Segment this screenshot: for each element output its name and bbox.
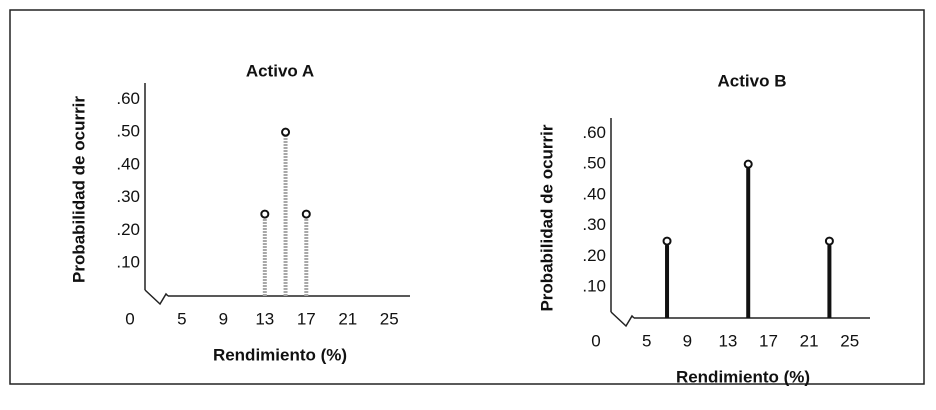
y-axis-label: Probabilidad de ocurrir: [69, 96, 88, 283]
y-tick-label: .60: [116, 89, 140, 108]
x-tick-label: 5: [642, 331, 651, 350]
panel-border: [9, 9, 925, 385]
y-tick-label: .10: [116, 253, 140, 272]
y-tick-label: .10: [582, 277, 606, 296]
x-tick-label: 13: [255, 309, 274, 328]
y-tick-label: .60: [582, 123, 606, 142]
axis-break: [144, 289, 169, 306]
y-tick-label: .20: [582, 246, 606, 265]
chart-title: Activo A: [246, 61, 314, 80]
x-tick-label: 25: [380, 309, 399, 328]
stem-marker: [281, 127, 291, 137]
stem-marker: [824, 236, 834, 246]
x-tick-label: 9: [683, 331, 692, 350]
stem-marker: [662, 236, 672, 246]
y-tick-label: .30: [116, 187, 140, 206]
x-tick-label: 5: [177, 309, 186, 328]
y-tick-label: .40: [116, 154, 140, 173]
y-tick-label: .30: [582, 215, 606, 234]
x-axis-label: Rendimiento (%): [213, 345, 347, 364]
x-axis-label: Rendimiento (%): [676, 367, 810, 386]
x-tick-label: 21: [800, 331, 819, 350]
axis-break: [610, 311, 635, 328]
x-tick-label: 17: [297, 309, 316, 328]
x-tick-label: 0: [591, 331, 600, 350]
stem-marker: [301, 209, 311, 219]
stem-marker: [260, 209, 270, 219]
x-tick-label: 13: [718, 331, 737, 350]
y-tick-label: .50: [116, 122, 140, 141]
x-tick-label: 0: [125, 309, 134, 328]
chart-title: Activo B: [718, 71, 787, 90]
y-tick-label: .40: [582, 184, 606, 203]
x-tick-label: 21: [338, 309, 357, 328]
stem-marker: [743, 159, 753, 169]
y-axis-label: Probabilidad de ocurrir: [537, 124, 556, 311]
x-tick-label: 25: [840, 331, 859, 350]
y-tick-label: .50: [582, 154, 606, 173]
x-tick-label: 9: [219, 309, 228, 328]
x-tick-label: 17: [759, 331, 778, 350]
y-tick-label: .20: [116, 220, 140, 239]
